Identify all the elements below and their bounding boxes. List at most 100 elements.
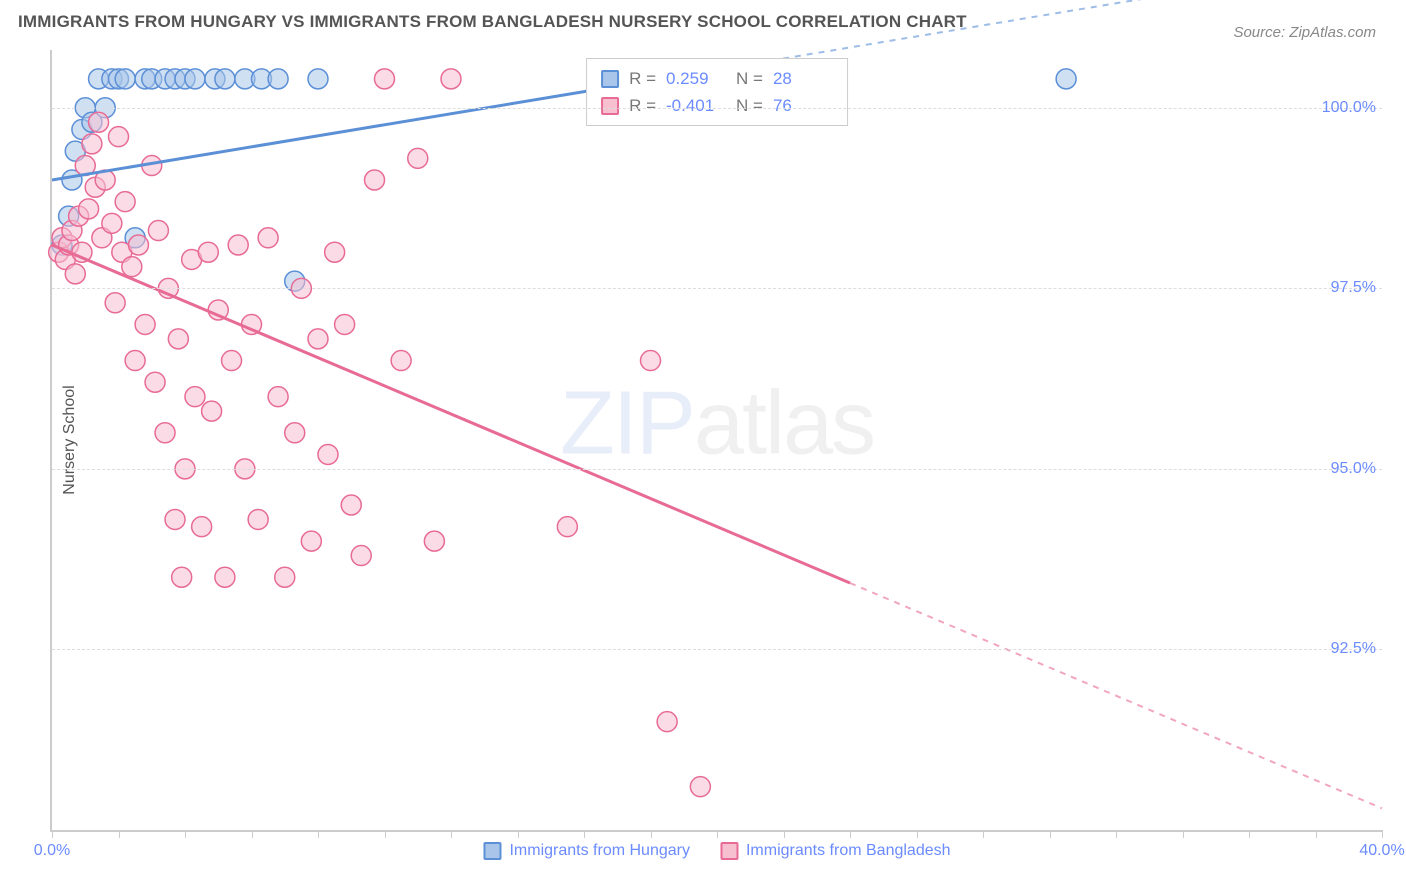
x-tick xyxy=(1183,830,1184,838)
gridline xyxy=(52,108,1382,109)
scatter-point xyxy=(165,509,185,529)
legend-item: Immigrants from Bangladesh xyxy=(720,842,951,860)
x-tick xyxy=(52,830,53,838)
scatter-point xyxy=(341,495,361,515)
scatter-point xyxy=(408,148,428,168)
x-tick xyxy=(850,830,851,838)
scatter-point xyxy=(424,531,444,551)
x-tick xyxy=(119,830,120,838)
stats-r-value: 0.259 xyxy=(666,65,726,92)
scatter-point xyxy=(275,567,295,587)
legend-bottom: Immigrants from Hungary Immigrants from B… xyxy=(483,842,950,860)
scatter-point xyxy=(102,213,122,233)
stats-n-label: N = xyxy=(736,92,763,119)
x-tick xyxy=(1316,830,1317,838)
scatter-point xyxy=(185,69,205,89)
scatter-point xyxy=(351,546,371,566)
scatter-point xyxy=(248,509,268,529)
scatter-point xyxy=(285,423,305,443)
x-tick xyxy=(717,830,718,838)
scatter-point xyxy=(125,351,145,371)
scatter-point xyxy=(148,221,168,241)
source-attribution: Source: ZipAtlas.com xyxy=(1233,24,1376,41)
y-tick-label: 92.5% xyxy=(1331,640,1384,658)
x-tick-label: 0.0% xyxy=(34,842,70,860)
x-tick xyxy=(385,830,386,838)
x-tick xyxy=(1382,830,1383,838)
legend-swatch xyxy=(720,842,738,860)
scatter-point xyxy=(325,242,345,262)
legend-label: Immigrants from Bangladesh xyxy=(746,842,951,860)
stats-n-value: 28 xyxy=(773,65,833,92)
scatter-point xyxy=(690,777,710,797)
gridline xyxy=(52,288,1382,289)
y-tick-label: 95.0% xyxy=(1331,460,1384,478)
scatter-point xyxy=(185,387,205,407)
scatter-point xyxy=(222,351,242,371)
scatter-point xyxy=(308,69,328,89)
legend-swatch xyxy=(483,842,501,860)
chart-svg xyxy=(52,50,1382,830)
stats-r-label: R = xyxy=(629,92,656,119)
scatter-point xyxy=(155,423,175,443)
x-tick xyxy=(252,830,253,838)
gridline xyxy=(52,649,1382,650)
scatter-point xyxy=(109,127,129,147)
scatter-point xyxy=(105,293,125,313)
scatter-point xyxy=(128,235,148,255)
stats-row: R = -0.401 N = 76 xyxy=(601,92,833,119)
stats-row: R =0.259N =28 xyxy=(601,65,833,92)
scatter-point xyxy=(82,134,102,154)
stats-box: R = 0.259 N = 28R = -0.401 N = 76 xyxy=(586,58,848,126)
x-tick xyxy=(1050,830,1051,838)
scatter-point xyxy=(198,242,218,262)
stats-swatch xyxy=(601,97,619,115)
gridline xyxy=(52,469,1382,470)
y-tick-label: 97.5% xyxy=(1331,279,1384,297)
x-tick xyxy=(917,830,918,838)
scatter-point xyxy=(115,69,135,89)
scatter-point xyxy=(172,567,192,587)
regression-line-dashed xyxy=(850,583,1382,808)
scatter-point xyxy=(192,517,212,537)
scatter-point xyxy=(215,69,235,89)
scatter-point xyxy=(641,351,661,371)
legend-item: Immigrants from Hungary xyxy=(483,842,690,860)
stats-r-label: R = xyxy=(629,65,656,92)
legend-label: Immigrants from Hungary xyxy=(509,842,690,860)
scatter-point xyxy=(308,329,328,349)
plot-area: Nursery School ZIPatlas R =0.259N =28R =… xyxy=(50,50,1382,832)
scatter-point xyxy=(228,235,248,255)
x-tick xyxy=(983,830,984,838)
scatter-point xyxy=(79,199,99,219)
scatter-point xyxy=(258,228,278,248)
scatter-point xyxy=(365,170,385,190)
scatter-point xyxy=(441,69,461,89)
scatter-point xyxy=(1056,69,1076,89)
x-tick xyxy=(1249,830,1250,838)
scatter-point xyxy=(335,314,355,334)
scatter-point xyxy=(89,112,109,132)
x-tick xyxy=(518,830,519,838)
stats-n-value: 76 xyxy=(773,92,833,119)
x-tick xyxy=(584,830,585,838)
x-tick xyxy=(185,830,186,838)
scatter-point xyxy=(145,372,165,392)
scatter-point xyxy=(215,567,235,587)
chart-title: IMMIGRANTS FROM HUNGARY VS IMMIGRANTS FR… xyxy=(18,12,967,32)
scatter-point xyxy=(268,69,288,89)
x-tick xyxy=(451,830,452,838)
scatter-point xyxy=(391,351,411,371)
scatter-point xyxy=(375,69,395,89)
scatter-point xyxy=(65,264,85,284)
scatter-point xyxy=(115,192,135,212)
scatter-point xyxy=(168,329,188,349)
x-tick xyxy=(651,830,652,838)
regression-line xyxy=(52,245,850,583)
scatter-point xyxy=(202,401,222,421)
scatter-point xyxy=(268,387,288,407)
stats-r-value: -0.401 xyxy=(666,92,726,119)
x-tick xyxy=(784,830,785,838)
scatter-point xyxy=(557,517,577,537)
x-tick xyxy=(318,830,319,838)
